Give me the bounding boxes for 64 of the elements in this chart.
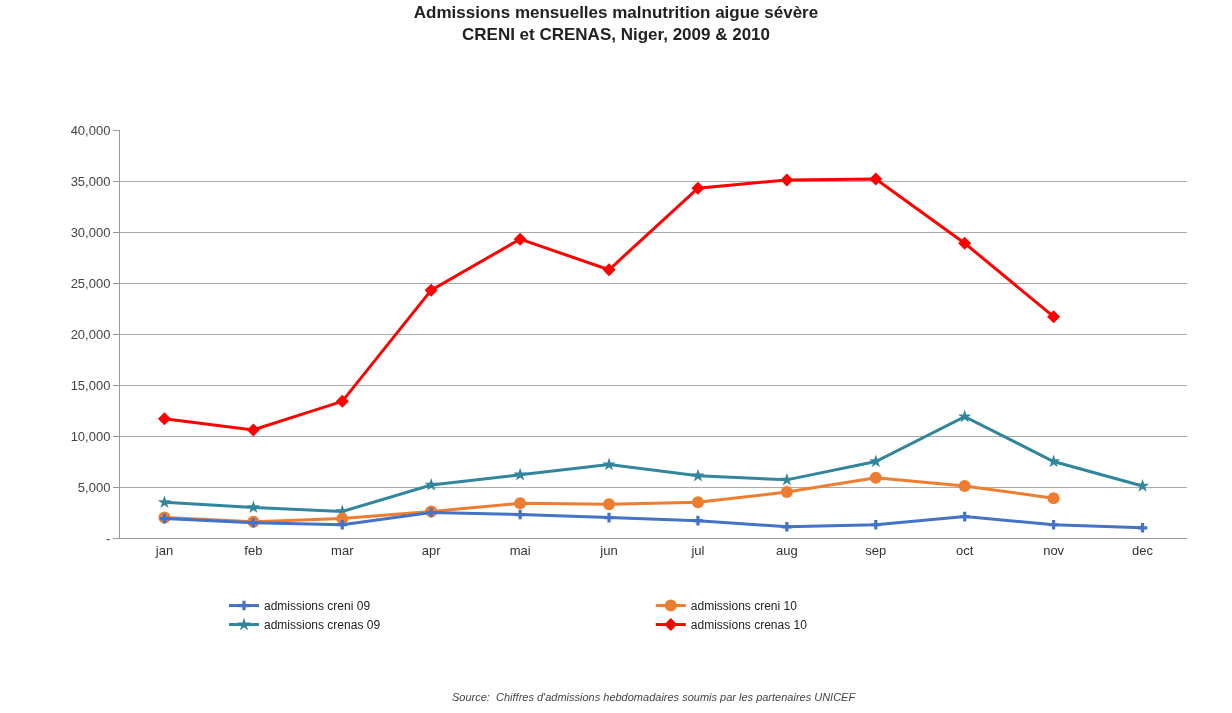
x-tick-label: dec bbox=[1132, 542, 1154, 558]
point bbox=[958, 479, 971, 492]
x-tick-label: aug bbox=[776, 542, 798, 558]
point bbox=[1047, 492, 1060, 505]
point bbox=[780, 486, 793, 499]
point bbox=[515, 509, 525, 520]
point bbox=[780, 173, 794, 187]
point bbox=[424, 283, 438, 297]
point bbox=[691, 181, 705, 195]
point bbox=[958, 409, 972, 423]
y-tick-label: - bbox=[106, 530, 111, 546]
x-tick-label: sep bbox=[865, 542, 887, 558]
point bbox=[869, 471, 882, 484]
y-tick-label: 40,000 bbox=[70, 122, 111, 138]
x-tick-label: apr bbox=[421, 542, 442, 558]
point bbox=[424, 477, 438, 491]
point bbox=[870, 519, 881, 530]
y-tick-label: 20,000 bbox=[70, 326, 111, 342]
source-note: Source: Chiffres d'admissions hebdomadaires soumis par les partenaires UNICEF bbox=[452, 691, 857, 703]
legend-label: admissions crenas 09 bbox=[264, 618, 381, 633]
y-tick-label: 35,000 bbox=[70, 173, 111, 189]
point bbox=[1137, 523, 1148, 533]
point bbox=[335, 394, 349, 408]
point bbox=[513, 467, 527, 481]
point bbox=[693, 515, 703, 526]
point bbox=[869, 172, 883, 186]
point bbox=[869, 454, 883, 468]
point bbox=[157, 412, 171, 426]
point bbox=[604, 512, 614, 523]
point bbox=[246, 423, 260, 437]
point bbox=[958, 236, 972, 250]
point bbox=[780, 472, 794, 486]
point bbox=[157, 495, 172, 508]
chart-title: Admissions mensuelles malnutrition aigue sévère CRENI et CRENAS, Niger, 2009 & 2010 bbox=[413, 2, 819, 44]
legend-label: admissions creni 09 bbox=[264, 599, 371, 614]
point bbox=[1048, 519, 1059, 530]
point bbox=[782, 521, 792, 532]
x-tick-label: mai bbox=[509, 542, 531, 558]
y-tick-label: 5,000 bbox=[77, 479, 111, 495]
legend-label: admissions creni 10 bbox=[690, 599, 798, 614]
point bbox=[602, 457, 616, 471]
x-tick-label: oct bbox=[956, 542, 974, 558]
x-tick-label: feb bbox=[244, 542, 263, 558]
x-tick-label: jul bbox=[690, 542, 705, 558]
y-tick-label: 10,000 bbox=[70, 428, 111, 444]
y-tick-label: 25,000 bbox=[70, 275, 111, 291]
point bbox=[1047, 310, 1061, 324]
x-tick-label: mar bbox=[331, 542, 355, 558]
point bbox=[513, 232, 527, 246]
point bbox=[691, 468, 705, 482]
point bbox=[691, 496, 704, 509]
point bbox=[246, 500, 261, 514]
x-tick-label: jan bbox=[154, 542, 174, 558]
point bbox=[959, 511, 970, 522]
point bbox=[1046, 454, 1061, 468]
point bbox=[514, 497, 527, 510]
x-tick-label: jun bbox=[599, 542, 618, 558]
y-tick-label: 30,000 bbox=[70, 224, 111, 240]
x-tick-label: nov bbox=[1043, 542, 1065, 558]
legend-label: admissions crenas 10 bbox=[690, 618, 808, 633]
point bbox=[602, 263, 616, 277]
point bbox=[603, 498, 616, 511]
point bbox=[337, 519, 348, 530]
y-tick-label: 15,000 bbox=[70, 377, 111, 393]
